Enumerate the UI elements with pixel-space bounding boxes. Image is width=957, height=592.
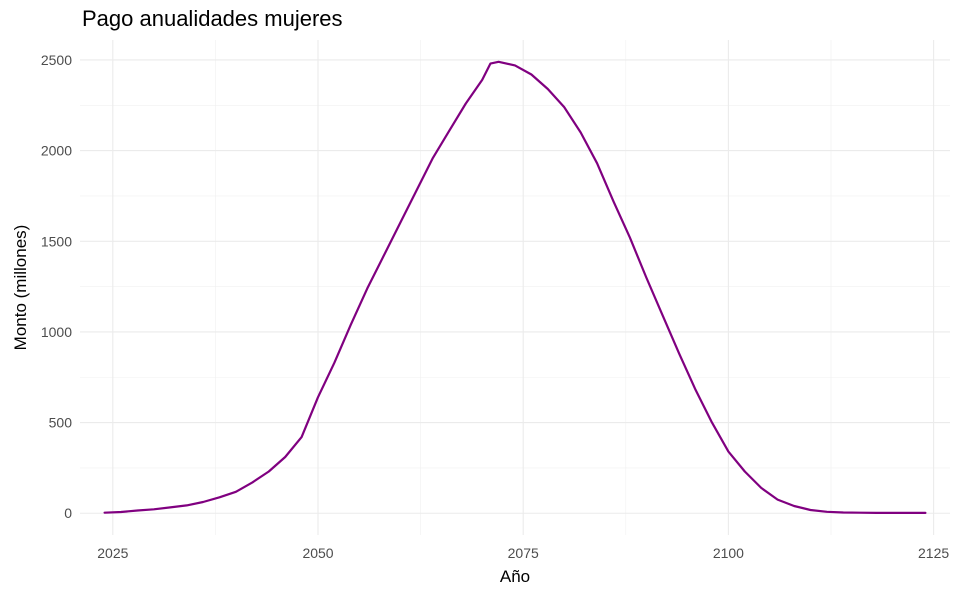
y-tick-label: 1500 bbox=[41, 233, 72, 249]
y-tick-label: 500 bbox=[49, 415, 73, 431]
x-tick-label: 2025 bbox=[97, 545, 128, 561]
x-axis-title: Año bbox=[500, 567, 530, 586]
chart-title: Pago anualidades mujeres bbox=[82, 6, 343, 31]
y-tick-label: 1000 bbox=[41, 324, 72, 340]
series-line bbox=[103, 60, 927, 515]
y-tick-label: 2500 bbox=[41, 52, 72, 68]
x-tick-label: 2050 bbox=[302, 545, 333, 561]
y-tick-label: 2000 bbox=[41, 143, 72, 159]
y-tick-label: 0 bbox=[64, 505, 72, 521]
y-axis-title: Monto (millones) bbox=[11, 225, 30, 351]
x-tick-label: 2125 bbox=[918, 545, 949, 561]
x-tick-label: 2100 bbox=[713, 545, 744, 561]
x-tick-label: 2075 bbox=[508, 545, 539, 561]
